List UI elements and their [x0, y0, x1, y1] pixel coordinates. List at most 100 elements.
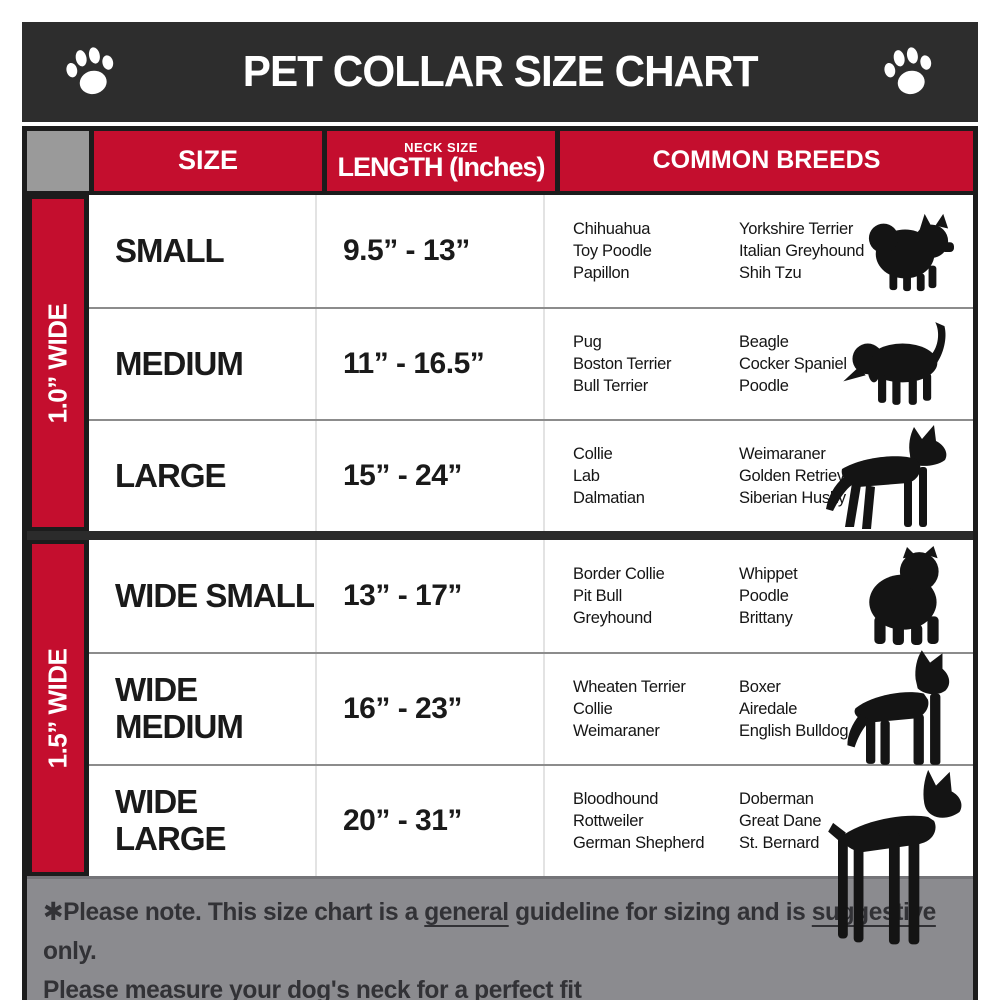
neck-length-range: 13” - 17” — [317, 540, 545, 652]
breed-name: Collie — [573, 444, 613, 463]
beagle-dog-icon — [841, 318, 959, 410]
page-title: PET COLLAR SIZE CHART — [242, 47, 759, 96]
breed-name: Doberman — [739, 789, 814, 808]
breeds-col-2: Weimaraner Golden Retriever Siberian Hus… — [739, 443, 887, 509]
breed-name: Border Collie — [573, 564, 665, 583]
column-header-neck-size: NECK SIZE LENGTH (Inches) — [327, 131, 555, 191]
breeds-col-1: Border Collie Pit Bull Greyhound — [573, 563, 721, 629]
breed-name: Bull Terrier — [573, 377, 648, 396]
breed-name: Papillon — [573, 264, 630, 283]
column-header-size-label: SIZE — [177, 145, 238, 176]
breeds-col-2: Beagle Cocker Spaniel Poodle — [739, 331, 887, 397]
breeds-cell: Bloodhound Rottweiler German Shepherd Do… — [545, 766, 973, 945]
size-label: LARGE — [89, 421, 317, 531]
table-row-wide-large: WIDE LARGE 20” - 31” Bloodhound Rottweil… — [89, 764, 973, 945]
note-text: ✱Please note. This size chart is a — [43, 898, 425, 926]
breed-name: Bloodhound — [573, 789, 659, 808]
breeds-col-1: Bloodhound Rottweiler German Shepherd — [573, 788, 721, 854]
breed-name: Shih Tzu — [739, 264, 802, 283]
pitbull-dog-icon — [835, 646, 959, 766]
breed-name: Whippet — [739, 564, 798, 583]
breed-name: Siberian Husky — [739, 489, 846, 508]
breed-name: Yorkshire Terrier — [739, 219, 854, 238]
table-row-wide-medium: WIDE MEDIUM 16” - 23” Wheaten Terrier Co… — [89, 650, 973, 765]
breed-name: Weimaraner — [739, 444, 826, 463]
table-header-row: SIZE NECK SIZE LENGTH (Inches) COMMON BR… — [27, 131, 973, 195]
title-bar: PET COLLAR SIZE CHART — [22, 22, 978, 122]
side-strip-1-0-wide: 1.0” WIDE — [27, 195, 89, 531]
footer-note: ✱Please note. This size chart is a gener… — [27, 876, 973, 1000]
column-header-size: SIZE — [94, 131, 322, 191]
breed-name: Wheaten Terrier — [573, 677, 686, 696]
breeds-col-2: Yorkshire Terrier Italian Greyhound Shih… — [739, 218, 887, 284]
breeds-cell: Collie Lab Dalmatian Weimaraner Golden R… — [545, 421, 973, 531]
breeds-cell: Wheaten Terrier Collie Weimaraner Boxer … — [545, 650, 973, 765]
table-row-large: LARGE 15” - 24” Collie Lab Dalmatian Wei… — [89, 419, 973, 531]
neck-size-caption: NECK SIZE — [404, 139, 478, 155]
section-rows: WIDE SMALL 13” - 17” Border Collie Pit B… — [89, 540, 973, 945]
neck-length-range: 16” - 23” — [317, 654, 545, 764]
neck-length-range: 11” - 16.5” — [317, 309, 545, 419]
shepherd-dog-icon — [817, 421, 959, 531]
breed-name: Cocker Spaniel — [739, 354, 847, 373]
breed-name: Rottweiler — [573, 811, 644, 830]
breed-name: Greyhound — [573, 609, 652, 628]
size-label: WIDE SMALL — [89, 540, 317, 652]
size-label: MEDIUM — [89, 309, 317, 419]
breeds-col-2: Whippet Poodle Brittany — [739, 563, 887, 629]
section-rows: SMALL 9.5” - 13” Chihuahua Toy Poodle Pa… — [89, 195, 973, 531]
note-line-1: ✱Please note. This size chart is a gener… — [43, 893, 939, 971]
side-strip-1-5-wide: 1.5” WIDE — [27, 540, 89, 876]
breeds-col-2: Doberman Great Dane St. Bernard — [739, 788, 887, 854]
section-divider — [27, 531, 973, 540]
breeds-col-2: Boxer Airedale English Bulldog — [739, 676, 887, 742]
breed-name: Brittany — [739, 609, 793, 628]
breeds-col-1: Chihuahua Toy Poodle Papillon — [573, 218, 721, 284]
breeds-cell: Chihuahua Toy Poodle Papillon Yorkshire … — [545, 195, 973, 307]
breed-name: Boxer — [739, 677, 781, 696]
breed-name: Poodle — [739, 377, 789, 396]
breeds-cell: Border Collie Pit Bull Greyhound Whippet… — [545, 540, 973, 652]
column-header-breeds-label: COMMON BREEDS — [652, 146, 881, 175]
neck-length-range: 20” - 31” — [317, 766, 545, 876]
breed-name: German Shepherd — [573, 834, 705, 853]
neck-length-range: 9.5” - 13” — [317, 195, 545, 307]
size-label: SMALL — [89, 195, 317, 307]
breed-name: Pit Bull — [573, 586, 622, 605]
section-1-0-wide: 1.0” WIDE SMALL 9.5” - 13” Chihuahua Toy… — [27, 195, 973, 531]
size-label: WIDE LARGE — [89, 766, 317, 876]
breed-name: Collie — [573, 699, 613, 718]
paw-print-icon — [884, 47, 932, 95]
side-strip-label: 1.0” WIDE — [42, 303, 73, 423]
breed-name: Italian Greyhound — [739, 241, 865, 260]
table-row-medium: MEDIUM 11” - 16.5” Pug Boston Terrier Bu… — [89, 307, 973, 419]
column-header-common-breeds: COMMON BREEDS — [560, 131, 973, 191]
breeds-cell: Pug Boston Terrier Bull Terrier Beagle C… — [545, 309, 973, 419]
length-inches-caption: LENGTH (Inches) — [337, 151, 545, 182]
breeds-col-1: Wheaten Terrier Collie Weimaraner — [573, 676, 721, 742]
neck-length-range: 15” - 24” — [317, 421, 545, 531]
breed-name: Boston Terrier — [573, 354, 672, 373]
corner-cell — [27, 131, 89, 191]
side-strip-label: 1.5” WIDE — [42, 648, 73, 768]
breed-name: Beagle — [739, 332, 789, 351]
breeds-col-1: Collie Lab Dalmatian — [573, 443, 721, 509]
breed-name: Weimaraner — [573, 722, 660, 741]
size-chart-table: SIZE NECK SIZE LENGTH (Inches) COMMON BR… — [22, 126, 978, 1000]
paw-print-icon — [66, 47, 114, 95]
bulldog-dog-icon — [855, 545, 959, 647]
note-text: only. — [43, 936, 97, 965]
breed-name: English Bulldog — [739, 722, 849, 741]
breed-name: Poodle — [739, 586, 789, 605]
doberman-dog-icon — [807, 766, 967, 962]
table-row-small: SMALL 9.5” - 13” Chihuahua Toy Poodle Pa… — [89, 195, 973, 307]
breed-name: Great Dane — [739, 811, 822, 830]
breed-name: Golden Retriever — [739, 466, 859, 485]
breeds-col-1: Pug Boston Terrier Bull Terrier — [573, 331, 721, 397]
note-line-2: Please measure your dog's neck for a per… — [43, 975, 582, 1000]
table-row-wide-small: WIDE SMALL 13” - 17” Border Collie Pit B… — [89, 540, 973, 652]
breed-name: Chihuahua — [573, 219, 651, 238]
pomeranian-dog-icon — [859, 207, 959, 295]
breed-name: Lab — [573, 466, 600, 485]
